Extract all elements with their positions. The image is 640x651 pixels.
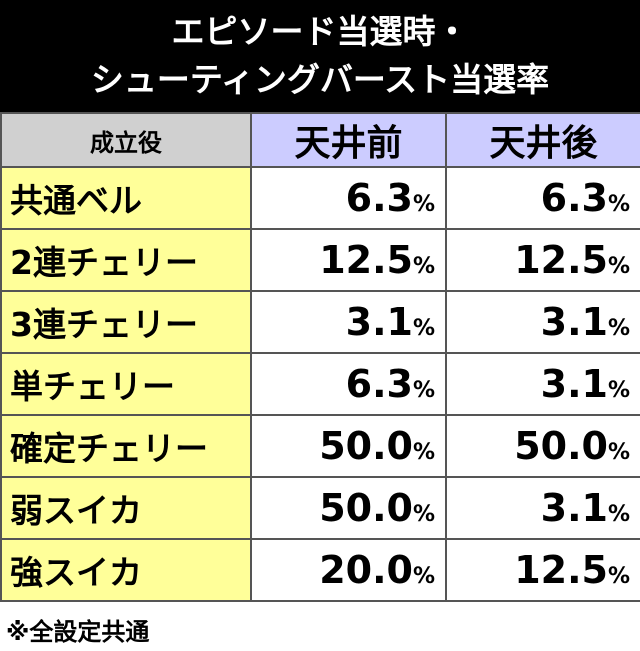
rate-cell: 50.0% (445, 414, 640, 478)
rate-cell: 12.5% (250, 228, 447, 292)
role-label: 3連チェリー (0, 290, 252, 354)
rate-table: 成立役 天井前 天井後 共通ベル 6.3% 6.3% 2連チェリー 12.5% 12.5%… (0, 112, 640, 602)
title-line: エピソード当選時・ (171, 12, 469, 51)
table-body: 共通ベル 6.3% 6.3% 2連チェリー 12.5% 12.5% 3連チェリー 3.1% 3.… (0, 166, 640, 602)
role-label: 確定チェリー (0, 414, 252, 478)
rate-cell: 3.1% (445, 290, 640, 354)
table-row: 3連チェリー 3.1% 3.1% (0, 290, 640, 354)
rate-cell: 50.0% (250, 476, 447, 540)
role-label: 共通ベル (0, 166, 252, 230)
title-line: シューティングバースト当選率 (90, 60, 550, 99)
table-row: 強スイカ 20.0% 12.5% (0, 538, 640, 602)
rate-cell: 3.1% (445, 476, 640, 540)
table-row: 共通ベル 6.3% 6.3% (0, 166, 640, 230)
table-row: 2連チェリー 12.5% 12.5% (0, 228, 640, 292)
rate-cell: 3.1% (250, 290, 447, 354)
table-row: 弱スイカ 50.0% 3.1% (0, 476, 640, 540)
rate-cell: 6.3% (250, 166, 447, 230)
role-label: 単チェリー (0, 352, 252, 416)
header-row: 成立役 天井前 天井後 (0, 112, 640, 168)
role-label: 弱スイカ (0, 476, 252, 540)
table-row: 単チェリー 6.3% 3.1% (0, 352, 640, 416)
rate-cell: 12.5% (445, 228, 640, 292)
footnote: ※全設定共通 (6, 618, 150, 646)
column-header: 天井後 (445, 112, 640, 168)
title-banner: エピソード当選時・ シューティングバースト当選率 (0, 0, 640, 112)
rate-cell: 6.3% (445, 166, 640, 230)
column-header: 成立役 (0, 112, 252, 168)
rate-cell: 3.1% (445, 352, 640, 416)
role-label: 2連チェリー (0, 228, 252, 292)
column-header: 天井前 (250, 112, 447, 168)
role-label: 強スイカ (0, 538, 252, 602)
rate-cell: 12.5% (445, 538, 640, 602)
rate-cell: 50.0% (250, 414, 447, 478)
rate-cell: 6.3% (250, 352, 447, 416)
rate-cell: 20.0% (250, 538, 447, 602)
table-row: 確定チェリー 50.0% 50.0% (0, 414, 640, 478)
